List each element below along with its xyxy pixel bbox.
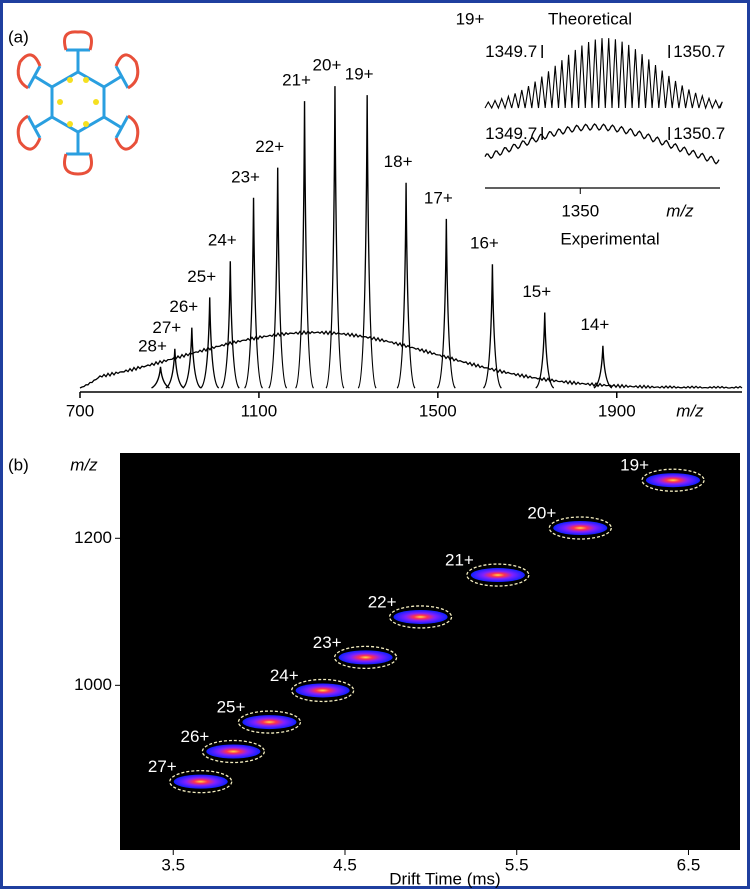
spot: [295, 683, 350, 698]
peak-label: 21+: [282, 71, 311, 90]
x-tick-label: 3.5: [161, 855, 185, 874]
spot-outline: [291, 678, 355, 703]
peak: [165, 348, 185, 389]
spot-outline: [201, 739, 266, 764]
spot-label: 22+: [368, 592, 397, 611]
panel-label: (a): [8, 27, 29, 46]
spot: [173, 774, 228, 789]
peak-label: 26+: [169, 297, 198, 316]
spot-label: 19+: [620, 456, 649, 475]
y-tick-label: 1000: [74, 675, 112, 694]
spot-outline: [169, 769, 233, 794]
peak-label: 14+: [580, 315, 609, 334]
x-tick-label: 5.5: [505, 855, 529, 874]
peak: [593, 345, 613, 389]
peak: [182, 327, 202, 389]
y-tick-label: 1200: [74, 528, 112, 547]
spot: [553, 520, 608, 535]
spot: [206, 744, 261, 759]
plot-background: [120, 453, 740, 850]
x-tick-label: 6.5: [677, 855, 701, 874]
molecule-icon: [16, 30, 140, 176]
peak: [220, 261, 240, 389]
marker-label: 1349.7: [485, 124, 537, 143]
x-axis-label: Drift Time (ms): [389, 869, 500, 888]
spot-label: 23+: [313, 633, 342, 652]
spot: [338, 650, 393, 665]
inset-charge: 19+: [456, 9, 485, 28]
peak: [268, 167, 288, 389]
x-tick-label: 1100: [241, 401, 278, 420]
peak-label: 28+: [138, 336, 167, 355]
marker-label: 1350.7: [673, 124, 725, 143]
spot-outline: [548, 516, 612, 540]
spot-label: 24+: [270, 666, 299, 685]
theoretical-envelope: [484, 38, 723, 110]
spot-label: 25+: [217, 698, 246, 717]
spot-label: 21+: [445, 551, 474, 570]
peak: [535, 312, 555, 389]
x-tick-label: 1900: [598, 401, 636, 420]
spot-label: 27+: [148, 757, 177, 776]
spot-outline: [237, 710, 302, 734]
peak-label: 15+: [522, 282, 551, 301]
y-axis-label: m/z: [70, 455, 98, 474]
spot-outline: [333, 645, 398, 670]
peak-label: 27+: [152, 318, 181, 337]
x-tick-label: 700: [66, 401, 94, 420]
x-tick-label: 4.5: [333, 855, 357, 874]
peak-label: 18+: [384, 152, 413, 171]
panel-label: (b): [8, 455, 29, 474]
inset-subtitle: Experimental: [560, 229, 659, 248]
peak: [396, 182, 416, 389]
marker-label: 1350.7: [673, 42, 725, 61]
inset-title: Theoretical: [548, 9, 632, 28]
x-axis-label: m/z: [676, 401, 704, 420]
marker-label: 1349.7: [485, 42, 537, 61]
peak-label: 25+: [187, 267, 216, 286]
spot-label: 20+: [527, 503, 556, 522]
peak-label: 22+: [255, 137, 284, 156]
spot-outline: [641, 468, 705, 492]
inset-tick-label: 1350: [561, 201, 599, 220]
peak-label: 17+: [424, 188, 453, 207]
peak: [325, 86, 345, 389]
peak: [436, 218, 456, 389]
peak-label: 19+: [345, 65, 374, 84]
spot: [242, 715, 297, 730]
peak-label: 24+: [208, 231, 237, 250]
peak-label: 23+: [231, 167, 260, 186]
peak: [200, 297, 220, 389]
spot: [646, 473, 701, 488]
spot-label: 26+: [181, 727, 210, 746]
x-tick-label: 1500: [419, 401, 457, 420]
spot: [393, 609, 448, 624]
inset-axis-label: m/z: [666, 201, 694, 220]
peak: [482, 264, 502, 389]
peak: [294, 101, 315, 389]
peak: [151, 366, 170, 389]
spot-outline: [388, 605, 453, 629]
peak-label: 20+: [313, 56, 342, 75]
peak-label: 16+: [470, 234, 499, 253]
spot: [470, 568, 525, 583]
peak: [357, 95, 377, 389]
spot-outline: [466, 563, 530, 587]
experimental-envelope: [484, 123, 720, 165]
peak: [243, 197, 264, 389]
